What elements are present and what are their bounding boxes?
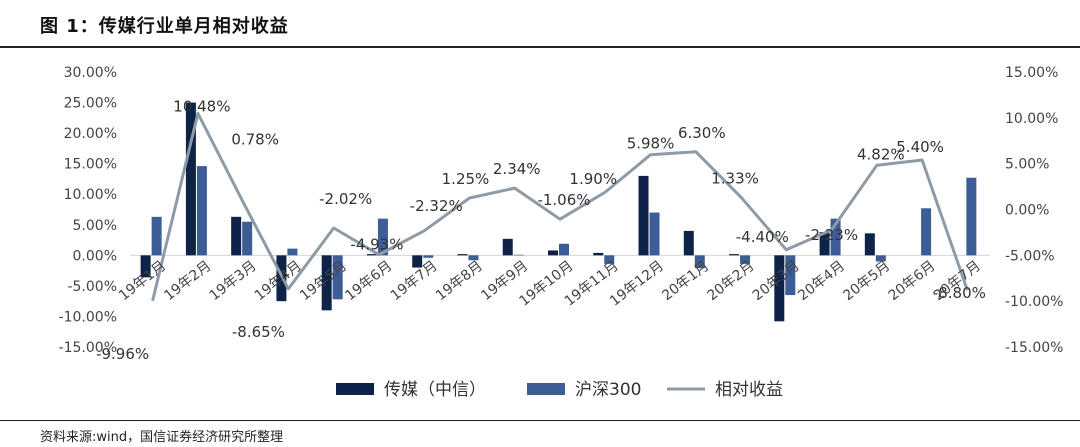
csi300-bar [287,248,298,256]
data-label: -1.06% [537,191,590,209]
csi300-bar [740,255,751,264]
data-label: -2.02% [319,190,372,208]
data-label: 5.40% [896,138,944,156]
media-bar [683,230,694,256]
media-bar [457,254,468,256]
csi300-bar [242,221,253,256]
media-bar [729,254,740,256]
left-axis-tick: 5.00% [73,218,117,234]
data-label: 5.98% [627,135,675,153]
media-bar [502,238,513,256]
x-tick-label: 19年2月 [161,258,214,304]
chart: -15.00% -10.00% -5.00% 0.00% 5.00% 10.00% 15.0… [59,65,1064,400]
media-bar [231,216,242,256]
line-layer [151,111,969,302]
csi300-bar [332,255,343,300]
csi300-bar [649,212,660,256]
csi300-bar [966,177,977,256]
legend-label: 传媒（中信） [384,380,486,400]
data-label: -4.40% [736,228,789,246]
media-bar [412,255,423,268]
data-label: 1.33% [711,169,759,187]
right-axis-tick: -15.00% [1005,340,1063,356]
media-bar [321,255,332,311]
x-tick-layer: 19年1月19年2月19年3月19年4月19年5月19年6月19年7月19年8月… [116,258,984,310]
x-tick-label: 19年8月 [433,258,486,304]
right-axis-tick: -10.00% [1005,294,1063,310]
csi300-bar [468,255,479,261]
data-label: -9.96% [96,345,149,363]
data-label-layer: -9.96% 10.48%0.78% -8.65% -2.02% -4.93% -2.32… [96,97,986,362]
data-label: 10.48% [173,97,230,115]
source-note: 资料来源:wind，国信证券经济研究所整理 [40,430,284,445]
media-bar [140,255,151,278]
footer-divider [0,420,1080,421]
media-bar [819,232,830,256]
csi300-bar [921,208,932,256]
legend-swatch-csi300 [527,383,565,395]
relative-return-line [151,111,969,302]
csi300-bar [694,255,705,269]
left-axis-tick: -10.00% [59,309,117,325]
csi300-bar [423,255,434,258]
csi300-bar [196,166,207,256]
csi300-bar [830,218,841,256]
right-axis-tick: -5.00% [1005,248,1055,264]
csi300-bar [604,255,615,264]
x-tick-label: 19年6月 [342,258,395,304]
data-label: -8.65% [232,323,285,341]
left-axis-tick: 30.00% [64,65,117,81]
media-bar [185,102,196,256]
left-axis-tick: 20.00% [64,126,117,142]
right-axis-tick: 5.00% [1005,157,1049,173]
legend-label: 沪深300 [575,380,641,400]
csi300-bar [559,243,569,256]
right-axis-tick: 15.00% [1005,65,1058,81]
media-bar [774,255,785,322]
x-tick-label: 19年3月 [207,258,260,304]
data-label: -8.80% [933,284,986,302]
left-axis-tick: 15.00% [64,157,117,173]
right-axis-tick: 0.00% [1005,203,1049,219]
csi300-bar [151,216,162,256]
left-axis-tick: 0.00% [73,248,117,264]
legend: 传媒（中信） 沪深300 相对收益 [336,380,783,400]
left-axis-tick: 25.00% [64,96,117,112]
csi300-bar [875,255,886,262]
data-label: 4.82% [857,145,905,163]
data-label: 6.30% [678,124,726,142]
data-label: 1.90% [569,170,617,188]
data-label: 1.25% [442,170,490,188]
right-axis-tick: 10.00% [1005,111,1058,127]
x-tick-label: 20年6月 [886,258,939,304]
media-bar [548,250,558,256]
csi300-bar [377,218,388,256]
x-tick-label: 20年4月 [795,258,848,304]
data-label: -2.23% [805,226,858,244]
csi300-bar [513,254,524,256]
left-axis-tick: -15.00% [59,340,117,356]
media-bar [864,233,875,256]
legend-swatch-media [336,383,374,395]
chart-title: 图 1：传媒行业单月相对收益 [40,16,289,37]
x-tick-label: 20年2月 [705,258,758,304]
media-bar [366,254,377,256]
data-label: 2.34% [493,160,541,178]
legend-label: 相对收益 [715,380,783,400]
title-bar: 图 1：传媒行业单月相对收益 [0,0,1080,48]
data-label: -2.32% [410,197,463,215]
data-label: 0.78% [231,130,279,148]
media-bar [593,252,604,256]
x-tick-label: 20年5月 [840,258,893,304]
left-axis-tick: -5.00% [67,279,117,295]
x-tick-label: 20年1月 [659,258,712,304]
csi300-bar [785,255,796,296]
data-label: -4.93% [350,236,403,254]
left-axis-tick: 10.00% [64,187,117,203]
media-bar [638,175,649,256]
